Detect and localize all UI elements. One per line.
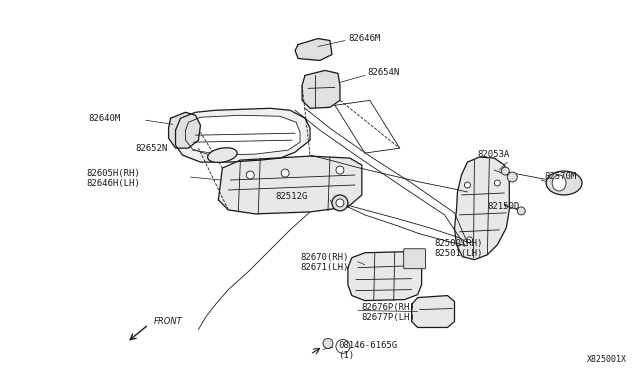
Circle shape bbox=[336, 199, 344, 207]
Circle shape bbox=[494, 180, 500, 186]
Circle shape bbox=[336, 339, 350, 353]
Text: FRONT: FRONT bbox=[154, 317, 182, 326]
Text: 08146-6165G: 08146-6165G bbox=[338, 341, 397, 350]
FancyBboxPatch shape bbox=[404, 249, 426, 269]
Text: 82512G: 82512G bbox=[275, 192, 307, 202]
Circle shape bbox=[332, 195, 348, 211]
Circle shape bbox=[517, 207, 525, 215]
Text: 82570M: 82570M bbox=[544, 171, 577, 180]
Polygon shape bbox=[454, 157, 509, 260]
Polygon shape bbox=[168, 112, 200, 148]
Circle shape bbox=[336, 166, 344, 174]
Polygon shape bbox=[348, 252, 422, 301]
Text: 82671(LH): 82671(LH) bbox=[300, 263, 348, 272]
Text: 82654N: 82654N bbox=[368, 68, 400, 77]
Polygon shape bbox=[412, 296, 454, 327]
Text: 82677P(LH): 82677P(LH) bbox=[362, 313, 415, 322]
Text: 82670(RH): 82670(RH) bbox=[300, 253, 348, 262]
Text: 82605H(RH): 82605H(RH) bbox=[86, 169, 140, 177]
Polygon shape bbox=[295, 39, 332, 61]
Circle shape bbox=[246, 171, 254, 179]
Polygon shape bbox=[302, 70, 340, 108]
Polygon shape bbox=[175, 108, 310, 162]
Circle shape bbox=[465, 182, 470, 188]
Ellipse shape bbox=[207, 148, 237, 163]
Text: 82652N: 82652N bbox=[136, 144, 168, 153]
Text: 82676P(RH): 82676P(RH) bbox=[362, 303, 415, 312]
Polygon shape bbox=[218, 156, 362, 214]
Text: R: R bbox=[341, 344, 345, 349]
Circle shape bbox=[501, 167, 509, 175]
Text: 82640M: 82640M bbox=[89, 114, 121, 123]
Ellipse shape bbox=[552, 175, 566, 191]
Text: X825001X: X825001X bbox=[587, 355, 627, 364]
Text: 82500(RH): 82500(RH) bbox=[435, 239, 483, 248]
Text: (1): (1) bbox=[338, 351, 354, 360]
Text: 82053A: 82053A bbox=[477, 150, 509, 158]
Circle shape bbox=[281, 169, 289, 177]
Circle shape bbox=[467, 237, 472, 243]
Text: 82150D: 82150D bbox=[488, 202, 520, 211]
Text: 82646M: 82646M bbox=[348, 34, 380, 43]
Circle shape bbox=[508, 172, 517, 182]
Text: 82646H(LH): 82646H(LH) bbox=[86, 179, 140, 187]
Ellipse shape bbox=[546, 171, 582, 195]
Polygon shape bbox=[186, 115, 300, 155]
Circle shape bbox=[323, 339, 333, 349]
Text: 82501(LH): 82501(LH) bbox=[435, 249, 483, 258]
